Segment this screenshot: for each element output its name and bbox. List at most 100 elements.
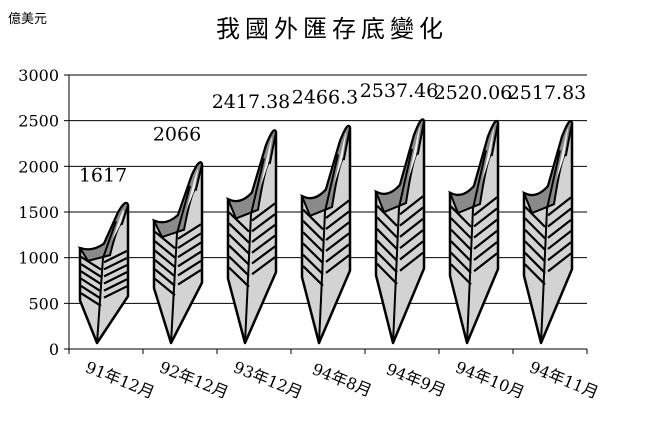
bar-barb: [524, 263, 546, 286]
bar-barb: [547, 196, 572, 217]
bar-top-face: [374, 118, 426, 214]
bar-barb: [80, 277, 102, 293]
bar-barb: [450, 240, 472, 263]
bar-barb: [450, 263, 472, 286]
bar-barb: [177, 241, 202, 259]
y-tick-label: 3000: [18, 66, 59, 85]
bar-barb: [302, 231, 324, 253]
x-tick-label: 94年11月: [527, 357, 602, 402]
bar-barb: [177, 223, 202, 240]
bar-barb: [103, 278, 128, 292]
bar-barb: [80, 263, 102, 278]
y-tick-label: 500: [28, 294, 59, 313]
data-label: 2517.83: [508, 82, 587, 104]
bar-barb: [103, 264, 128, 278]
bar-marks: [77, 118, 574, 345]
bar-mark: [374, 118, 426, 345]
data-label: 2417.38: [212, 91, 291, 113]
bar-barb: [177, 259, 202, 277]
bar-barb: [80, 292, 102, 307]
bar-barb: [154, 249, 176, 268]
bar-barb: [376, 228, 398, 250]
x-tick-label: 92年12月: [157, 357, 232, 402]
bar-shaft: [466, 150, 487, 344]
unit-label: 億美元: [8, 11, 47, 27]
bar-barb: [399, 217, 424, 238]
bar-barb: [80, 270, 102, 286]
bar-barb: [154, 230, 176, 250]
bar-barb: [302, 265, 324, 287]
bar-mark: [300, 124, 352, 345]
bar-shaft: [392, 148, 413, 344]
y-tick-label: 2000: [18, 157, 59, 176]
bar-barb: [376, 216, 398, 239]
bar-barb: [325, 232, 350, 252]
bar-barb: [251, 223, 276, 243]
bar-barb: [228, 211, 250, 233]
bar-barb: [524, 205, 546, 228]
bar-highlight: [408, 126, 420, 181]
x-tick-label: 94年8月: [310, 359, 375, 400]
data-labels: 1617 2066 2417.38 2466.3 2537.462520.062517.…: [79, 80, 586, 186]
bar-barb: [473, 230, 498, 250]
bar-barb: [399, 206, 424, 227]
bar-barb: [154, 277, 176, 297]
y-tick-label: 2500: [18, 112, 59, 131]
bar-barb: [103, 249, 128, 264]
bar-barb: [399, 240, 424, 261]
bar-barb: [228, 233, 250, 255]
bar-barb: [325, 210, 350, 230]
bar-barb: [450, 205, 472, 228]
x-tick-label: 93年12月: [231, 357, 306, 402]
bar-barb: [399, 229, 424, 250]
bar-mark: [151, 161, 204, 345]
bar-barb: [473, 218, 498, 239]
bar-highlight: [482, 128, 494, 182]
bar-shaft: [170, 185, 191, 344]
bar-barb: [251, 213, 276, 233]
bar-shaft: [318, 154, 339, 344]
bar-top-face: [151, 161, 204, 239]
bar-barb: [325, 199, 350, 219]
bar-barb: [302, 208, 324, 231]
y-tick-label: 1000: [18, 249, 59, 268]
bar-barb: [399, 195, 424, 216]
bar-barb: [450, 251, 472, 274]
bar-highlight: [186, 169, 198, 212]
bar-barb: [547, 230, 572, 250]
chart-title: 我國外匯存底變化: [216, 15, 448, 43]
data-label: 2520.06: [434, 82, 513, 104]
bar-barb: [302, 242, 324, 264]
x-tick-label: 94年9月: [384, 359, 449, 400]
bar-barb: [473, 252, 498, 273]
bar-barb: [177, 250, 202, 268]
bar-mark: [226, 129, 278, 345]
bar-barb: [399, 251, 424, 272]
bar-barb: [302, 253, 324, 276]
bar-barb: [473, 207, 498, 228]
bar-mark: [448, 119, 500, 345]
bar-barb: [547, 252, 572, 273]
bar-barb: [154, 259, 176, 278]
bar-top-face: [77, 202, 130, 262]
bar-top-face: [226, 129, 278, 220]
bar-mark: [77, 201, 130, 345]
bar-barb: [547, 207, 572, 228]
data-label: 2537.46: [360, 80, 439, 102]
bar-barb: [177, 232, 202, 249]
bar-barb: [376, 239, 398, 262]
data-label: 2066: [153, 123, 201, 145]
data-label: 2466.3: [292, 87, 358, 109]
bar-barb: [524, 240, 546, 263]
bar-barb: [251, 234, 276, 254]
bar-top-face: [522, 120, 574, 215]
y-tick-label: 0: [49, 340, 59, 359]
bar-barb: [450, 228, 472, 251]
bar-barb: [228, 222, 250, 244]
bar-barb: [251, 256, 276, 276]
bar-barb: [473, 196, 498, 217]
bar-mark: [522, 120, 574, 345]
bar-barb: [228, 244, 250, 266]
